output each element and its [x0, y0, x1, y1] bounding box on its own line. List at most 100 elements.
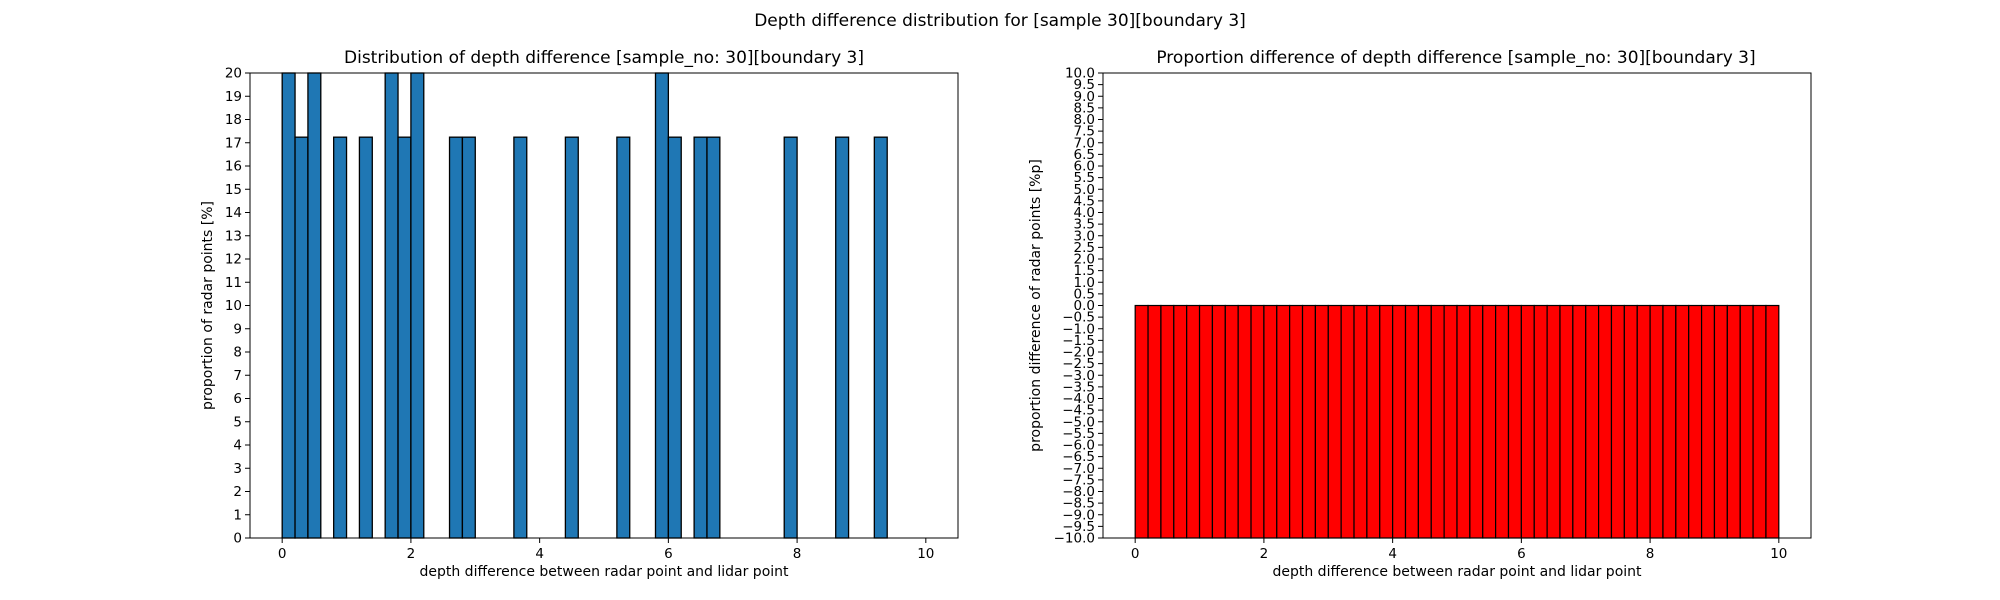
right-chart-title: Proportion difference of depth differenc… — [1156, 48, 1755, 68]
right-chart-x-ticks: 0 2 4 6 8 10 — [1131, 538, 1787, 562]
left-chart-x-tick-label: 0 — [278, 546, 287, 562]
left-chart-bar — [706, 136, 721, 539]
right-chart-x-tick-label: 0 — [1131, 546, 1140, 562]
left-chart-x-tick-label: 10 — [917, 546, 934, 562]
right-chart-bar — [1340, 304, 1355, 539]
right-chart-bar — [1649, 304, 1664, 539]
right-chart-bar — [1211, 304, 1226, 539]
left-chart-y-tick-label: 16 — [225, 159, 242, 175]
right-chart-y-tick-label: 7.5 — [1074, 124, 1095, 140]
right-chart-bar — [1379, 304, 1394, 539]
right-chart-x-tick-label: 8 — [1646, 546, 1655, 562]
right-chart-y-tick-label: 5.5 — [1074, 170, 1095, 186]
right-chart-y-tick-label: 9.0 — [1074, 89, 1095, 105]
left-chart-title: Distribution of depth difference [sample… — [344, 48, 864, 68]
right-chart-y-tick-label: 1.0 — [1074, 275, 1095, 291]
left-chart-y-tick-label: 18 — [225, 112, 242, 128]
right-chart-bar — [1713, 304, 1728, 539]
right-chart-bar — [1572, 304, 1587, 539]
right-chart-bar — [1726, 304, 1741, 539]
right-chart-y-tick-label: 4.5 — [1074, 193, 1095, 209]
left-chart-y-tick-label: 14 — [225, 205, 242, 221]
left-chart-bar — [397, 136, 412, 539]
left-chart-y-tick-label: 9 — [233, 321, 242, 337]
right-chart-bar — [1224, 304, 1239, 539]
right-chart-y-tick-label: −9.5 — [1062, 519, 1095, 535]
right-chart-bar — [1198, 304, 1214, 539]
right-chart-bar — [1417, 304, 1432, 539]
right-chart-bar — [1495, 304, 1510, 539]
right-chart-y-tick-label: −2.5 — [1062, 356, 1095, 372]
left-chart-y-tick-label: 0 — [233, 531, 242, 547]
right-chart-y-tick-label: 5.0 — [1074, 182, 1095, 198]
left-chart-x-tick-label: 6 — [664, 546, 673, 562]
right-chart-y-tick-label: 6.5 — [1074, 147, 1095, 163]
right-chart-bar — [1276, 304, 1291, 539]
right-chart-bar — [1404, 304, 1419, 539]
right-chart-y-tick-label: 3.0 — [1074, 228, 1095, 244]
left-chart-bar — [654, 72, 670, 539]
left-chart-bar — [616, 136, 631, 539]
left-chart-bar — [873, 136, 888, 539]
right-chart-bar — [1610, 304, 1625, 539]
right-chart-bar — [1353, 304, 1368, 539]
left-chart-bar — [358, 136, 373, 539]
left-chart-y-tick-label: 8 — [233, 345, 242, 361]
right-chart-bar — [1520, 304, 1535, 539]
right-chart-bar — [1289, 304, 1304, 539]
right-chart-bar — [1636, 304, 1651, 539]
left-chart-y-tick-label: 10 — [225, 298, 242, 314]
right-chart-bar — [1392, 304, 1407, 539]
right-chart-y-tick-label: 1.5 — [1074, 263, 1095, 279]
right-chart-y-tick-label: −5.0 — [1062, 414, 1095, 430]
right-chart-bar — [1147, 304, 1162, 539]
right-chart-bar — [1186, 304, 1201, 539]
right-chart-y-tick-label: −10.0 — [1054, 531, 1095, 547]
right-chart-bar — [1173, 304, 1188, 539]
right-chart-y-tick-label: 4.0 — [1074, 205, 1095, 221]
left-chart-y-tick-label: 17 — [225, 135, 242, 151]
left-chart-bar — [384, 72, 399, 539]
left-chart-bar — [307, 72, 322, 539]
right-chart-bar — [1700, 304, 1716, 539]
right-chart-y-tick-label: −2.0 — [1062, 345, 1095, 361]
right-chart-bar — [1739, 304, 1754, 539]
left-chart-x-tick-label: 8 — [793, 546, 802, 562]
right-chart-y-tick-label: −8.0 — [1062, 484, 1095, 500]
right-chart-bar — [1263, 304, 1278, 539]
right-chart-y-tick-label: −4.0 — [1062, 391, 1095, 407]
left-chart-y-tick-label: 4 — [233, 438, 242, 454]
right-chart-y-tick-label: 0.5 — [1074, 286, 1095, 302]
left-chart-frame — [249, 72, 959, 539]
right-chart-bar — [1623, 304, 1638, 539]
right-chart-bars — [1134, 304, 1780, 539]
right-chart-y-tick-label: −1.0 — [1062, 321, 1095, 337]
left-chart: Distribution of depth difference [sample… — [200, 48, 959, 580]
left-chart-x-tick-label: 4 — [535, 546, 544, 562]
right-chart-y-tick-label: −4.5 — [1062, 403, 1095, 419]
right-chart-bar — [1559, 304, 1574, 539]
left-chart-bar — [564, 136, 579, 539]
right-chart-y-tick-label: 2.5 — [1074, 240, 1095, 256]
right-chart-x-tick-label: 10 — [1770, 546, 1787, 562]
right-chart-y-tick-label: 3.5 — [1074, 217, 1095, 233]
left-chart-y-tick-label: 5 — [233, 414, 242, 430]
left-chart-y-tick-label: 11 — [225, 275, 242, 291]
left-chart-y-tick-label: 3 — [233, 461, 242, 477]
right-chart-y-tick-label: −8.5 — [1062, 496, 1095, 512]
right-chart-y-tick-label: 2.0 — [1074, 252, 1095, 268]
right-chart-y-tick-label: −3.5 — [1062, 379, 1095, 395]
right-chart-bar — [1662, 304, 1677, 539]
right-chart-bar — [1250, 304, 1265, 539]
left-chart-bar — [513, 136, 528, 539]
right-chart-y-tick-label: −3.0 — [1062, 368, 1095, 384]
right-chart-bar — [1327, 304, 1342, 539]
right-chart-bar — [1675, 304, 1690, 539]
right-chart-bar — [1366, 304, 1381, 539]
left-chart-y-tick-label: 15 — [225, 182, 242, 198]
right-chart-bar — [1507, 304, 1522, 539]
right-chart-y-tick-label: 10.0 — [1065, 66, 1095, 82]
right-chart-ylabel: proportion difference of radar points [%… — [1028, 159, 1044, 452]
